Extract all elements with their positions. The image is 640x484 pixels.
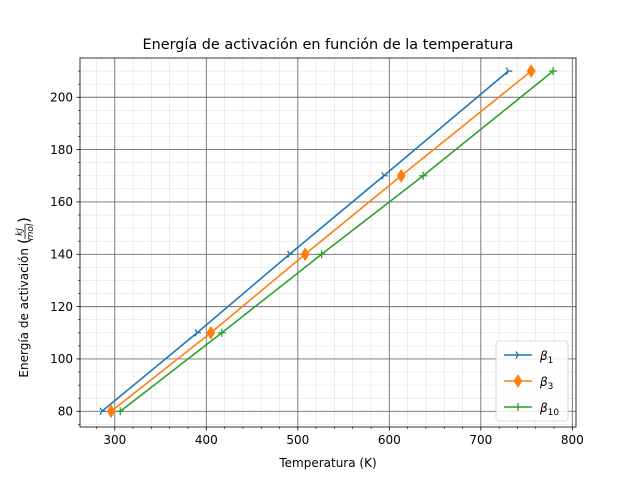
data-point-beta-3-shape [396,168,406,183]
data-point-beta-10-shape [549,67,558,76]
y-axis-label-close-paren: ) [15,217,33,223]
data-point-beta-3-shape [526,64,536,79]
y-tick-label: 120 [50,300,73,314]
x-tick-label: 300 [103,433,126,447]
chart-title: Energía de activación en función de la t… [143,37,514,53]
legend-label-beta-10-subscript: 10 [548,408,560,418]
y-axis-label: Energía de activación ( kJ mol ) [15,217,36,377]
data-point-beta-3 [526,64,536,79]
series-layer [99,64,558,419]
data-point-beta-1 [287,250,294,259]
series-beta-1 [99,67,513,416]
legend-label-beta-1: β1 [539,349,553,366]
series-beta-10 [116,67,558,416]
legend-swatch-marker [515,351,522,359]
y-tick-label: 180 [50,143,73,157]
data-point-beta-3 [106,404,116,419]
y-axis-label-open-paren: ( [15,238,33,244]
y-axis: 80 100 120 140 160 180 200 [50,70,80,425]
data-point-beta-10-shape [116,407,125,416]
data-point-beta-10-shape [217,328,226,337]
y-axis-label-unit-denominator: mol [26,223,36,240]
data-point-beta-1-shape [287,250,294,259]
x-tick-label: 800 [561,433,584,447]
data-point-beta-3 [206,325,216,340]
plot-frame [79,57,577,428]
data-point-beta-1 [194,328,202,337]
data-point-beta-10 [217,328,226,337]
legend-label-beta-1-subscript: 1 [548,356,554,366]
x-tick-label: 400 [195,433,218,447]
y-tick-label: 80 [58,404,73,418]
legend-label-beta-3-subscript: 3 [548,382,554,392]
data-point-beta-10-shape [317,250,326,259]
legend-swatch-beta-10 [504,403,532,411]
x-axis: 300 400 500 600 700 800 [96,427,584,447]
legend-swatch-marker [514,403,522,411]
legend-swatch-marker-shape [515,351,522,359]
major-grid [80,58,576,427]
legend: β1 β3 β10 [495,340,569,422]
x-tick-label: 600 [378,433,401,447]
legend-swatch-beta-3 [504,374,532,388]
x-tick-label: 500 [286,433,309,447]
legend-swatch-marker-shape [514,403,522,411]
y-tick-label: 200 [50,90,73,104]
data-point-beta-10 [116,407,125,416]
legend-entry: β10 [504,401,559,418]
data-point-beta-3 [300,247,310,262]
data-point-beta-1 [99,407,106,416]
y-tick-label: 140 [50,247,73,261]
data-point-beta-3-shape [300,247,310,262]
data-point-beta-1-shape [99,407,106,416]
data-point-beta-1-shape [505,67,513,75]
series-beta-3 [106,64,536,419]
data-point-beta-3 [396,168,406,183]
legend-label-beta-3: β3 [539,375,553,392]
y-axis-label-unit-numerator: kJ [15,228,25,236]
legend-swatch-beta-1 [504,351,532,359]
legend-swatch-marker [513,374,523,388]
y-tick-label: 100 [50,352,73,366]
data-point-beta-1-shape [194,328,202,337]
data-point-beta-10-shape [419,171,428,180]
legend-swatch-marker-shape [513,374,523,388]
data-point-beta-10 [419,171,428,180]
data-point-beta-1-shape [381,171,388,180]
data-point-beta-1 [505,67,513,75]
data-point-beta-3-shape [106,404,116,419]
y-tick-label: 160 [50,195,73,209]
legend-entry: β1 [504,349,553,366]
x-tick-label: 700 [469,433,492,447]
legend-entry: β3 [504,374,553,392]
y-axis-label-text: Energía de activación [17,248,31,378]
data-point-beta-10 [317,250,326,259]
data-point-beta-3-shape [206,325,216,340]
legend-label-beta-10: β10 [539,401,559,418]
data-point-beta-1 [381,171,388,180]
data-point-beta-10 [549,67,558,76]
x-axis-label: Temperatura (K) [278,456,376,470]
